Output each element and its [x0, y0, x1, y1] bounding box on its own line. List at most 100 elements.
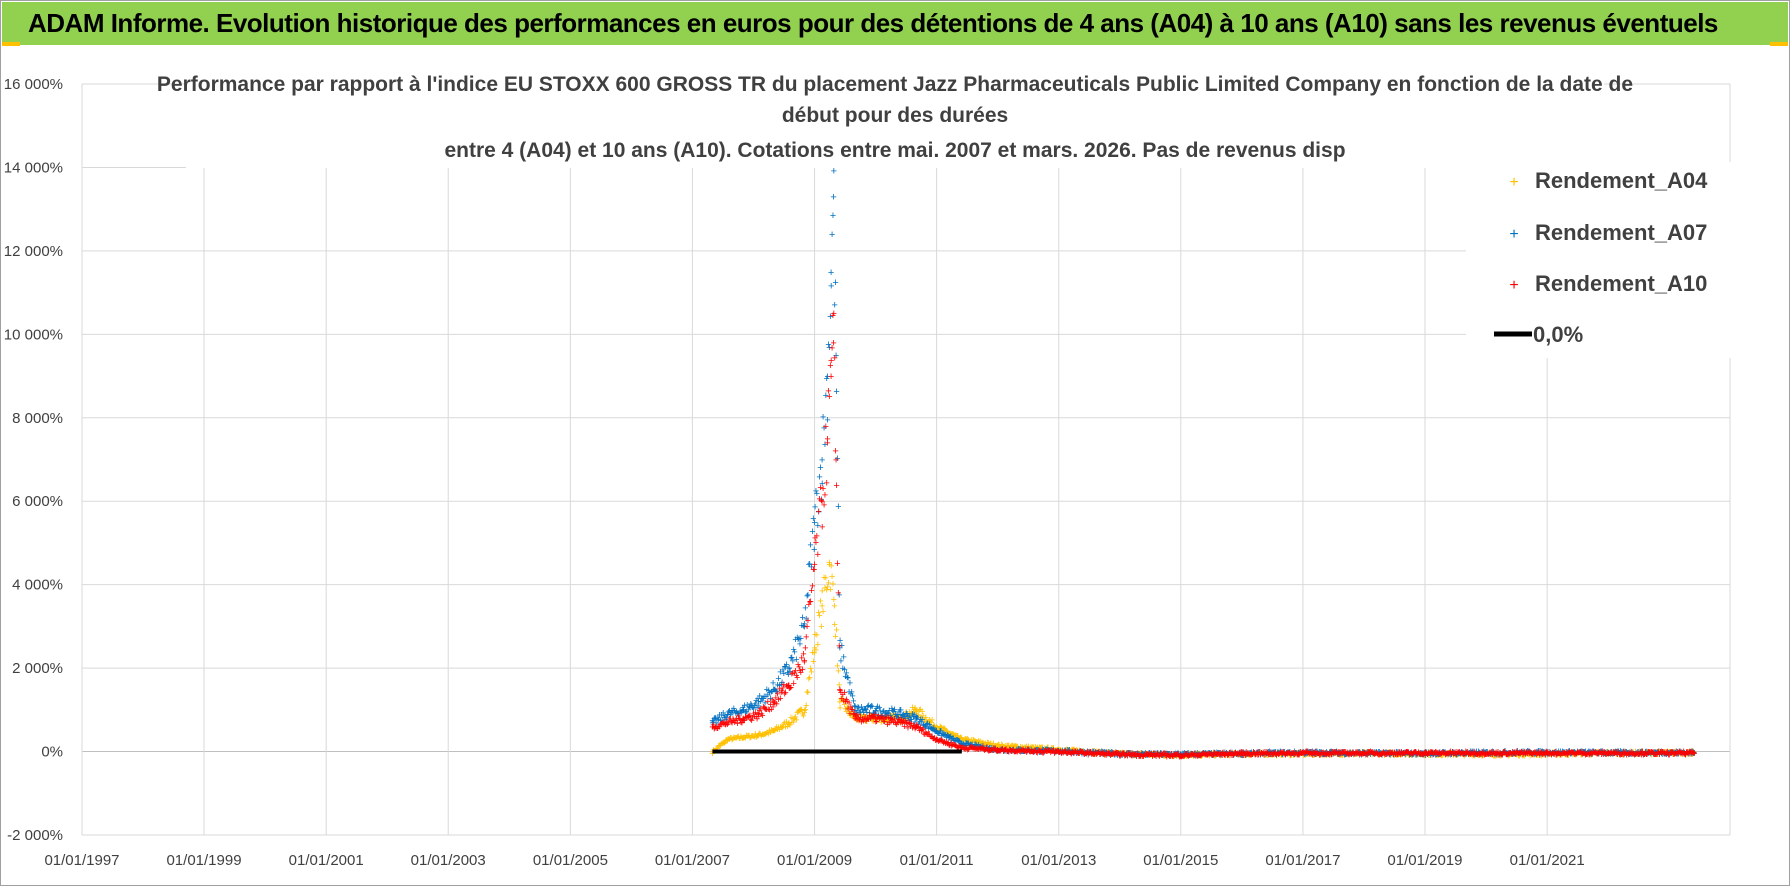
scatter-mark: +	[918, 712, 924, 724]
scatter-mark: +	[1355, 749, 1361, 761]
scatter-mark: +	[1405, 748, 1411, 760]
scatter-mark: +	[751, 732, 757, 744]
scatter-mark: +	[1150, 750, 1156, 762]
scatter-mark: +	[1292, 749, 1298, 761]
scatter-mark: +	[826, 557, 832, 569]
scatter-mark: +	[1206, 750, 1212, 762]
scatter-mark: +	[1456, 748, 1462, 760]
scatter-mark: +	[1643, 747, 1649, 759]
scatter-mark: +	[746, 730, 752, 742]
scatter-mark: +	[1569, 747, 1575, 759]
scatter-mark: +	[1616, 749, 1622, 761]
scatter-mark: +	[1362, 747, 1368, 759]
scatter-mark: +	[1591, 747, 1597, 759]
scatter-mark: +	[788, 712, 794, 724]
scatter-mark: +	[1431, 748, 1437, 760]
scatter-mark: +	[1525, 749, 1531, 761]
scatter-mark: +	[994, 742, 1000, 754]
scatter-mark: +	[917, 704, 923, 716]
scatter-mark: +	[1096, 746, 1102, 758]
scatter-mark: +	[1198, 751, 1204, 763]
scatter-mark: +	[961, 735, 967, 747]
scatter-mark: +	[1373, 748, 1379, 760]
scatter-mark: +	[1498, 748, 1504, 760]
scatter-mark: +	[1339, 750, 1345, 762]
scatter-mark: +	[795, 707, 801, 719]
scatter-mark: +	[1257, 747, 1263, 759]
scatter-mark: +	[849, 710, 855, 722]
scatter-mark: +	[1282, 749, 1288, 761]
scatter-mark: +	[1487, 749, 1493, 761]
scatter-mark: +	[1149, 748, 1155, 760]
scatter-mark: +	[1580, 747, 1586, 759]
scatter-mark: +	[1406, 750, 1412, 762]
scatter-mark: +	[1472, 749, 1478, 761]
scatter-mark: +	[1030, 742, 1036, 754]
scatter-mark: +	[1324, 748, 1330, 760]
legend-marker-a07: +	[1509, 226, 1518, 243]
scatter-mark: +	[1519, 750, 1525, 762]
scatter-mark: +	[1304, 748, 1310, 760]
scatter-mark: +	[1360, 747, 1366, 759]
scatter-mark: +	[1587, 749, 1593, 761]
scatter-mark: +	[759, 729, 765, 741]
scatter-mark: +	[956, 733, 962, 745]
scatter-mark: +	[1302, 750, 1308, 762]
scatter-mark: +	[836, 641, 842, 653]
scatter-mark: +	[1248, 749, 1254, 761]
scatter-mark: +	[924, 717, 930, 729]
scatter-mark: +	[1418, 749, 1424, 761]
legend-label-a07: Rendement_A07	[1535, 220, 1707, 245]
scatter-mark: +	[1019, 742, 1025, 754]
scatter-mark: +	[1609, 749, 1615, 761]
scatter-mark: +	[1585, 747, 1591, 759]
scatter-mark: +	[1421, 750, 1427, 762]
scatter-mark: +	[993, 740, 999, 752]
scatter-mark: +	[1404, 748, 1410, 760]
scatter-mark: +	[1039, 742, 1045, 754]
scatter-mark: +	[1273, 750, 1279, 762]
scatter-mark: +	[1152, 749, 1158, 761]
scatter-mark: +	[1680, 748, 1686, 760]
scatter-mark: +	[895, 711, 901, 723]
scatter-mark: +	[1125, 748, 1131, 760]
scatter-mark: +	[932, 724, 938, 736]
scatter-mark: +	[1148, 749, 1154, 761]
scatter-mark: +	[955, 730, 961, 742]
scatter-mark: +	[1112, 747, 1118, 759]
scatter-mark: +	[1413, 747, 1419, 759]
scatter-mark: +	[783, 717, 789, 729]
y-tick-label: 10 000%	[4, 326, 63, 343]
scatter-mark: +	[1281, 747, 1287, 759]
scatter-mark: +	[1214, 749, 1220, 761]
scatter-mark: +	[880, 713, 886, 725]
scatter-mark: +	[1271, 749, 1277, 761]
scatter-mark: +	[886, 717, 892, 729]
scatter-mark: +	[1464, 748, 1470, 760]
scatter-mark: +	[1489, 749, 1495, 761]
scatter-mark: +	[1605, 747, 1611, 759]
scatter-mark: +	[1141, 749, 1147, 761]
data-marks: + + + +++++++++ + +++++ + + + + + + + + + + ++++++++++++…	[709, 165, 1697, 763]
scatter-mark: +	[835, 587, 841, 599]
scatter-mark: +	[912, 703, 918, 715]
scatter-mark: +	[749, 731, 755, 743]
scatter-mark: +	[1573, 748, 1579, 760]
scatter-mark: +	[1273, 748, 1279, 760]
scatter-mark: +	[1142, 750, 1148, 762]
scatter-mark: +	[1272, 748, 1278, 760]
data-point: +	[1605, 747, 1611, 759]
scatter-mark: +	[1653, 747, 1659, 759]
scatter-mark: +	[1106, 747, 1112, 759]
scatter-mark: +	[1568, 748, 1574, 760]
scatter-mark: +	[1231, 748, 1237, 760]
scatter-mark: +	[1514, 749, 1520, 761]
scatter-mark: +	[1347, 747, 1353, 759]
scatter-mark: +	[1372, 747, 1378, 759]
scatter-mark: +	[1196, 750, 1202, 762]
scatter-mark: +	[1367, 748, 1373, 760]
scatter-mark: +	[878, 717, 884, 729]
scatter-mark: +	[802, 642, 808, 654]
scatter-mark: +	[1048, 745, 1054, 757]
scatter-mark: +	[1686, 746, 1692, 758]
